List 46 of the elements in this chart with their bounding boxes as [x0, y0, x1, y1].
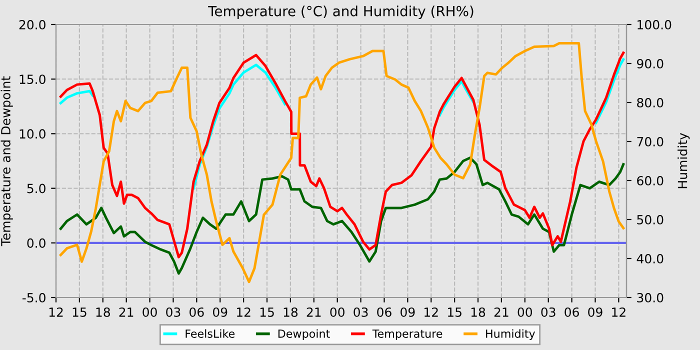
x-tick-label: 00	[518, 307, 532, 317]
y-tick-label: 0.0	[27, 238, 46, 248]
y-tick-label: 5.0	[27, 184, 46, 194]
x-tick-label: 18	[284, 307, 298, 317]
x-tick-label: 06	[564, 307, 579, 317]
x-tick-label: 09	[400, 307, 415, 317]
legend-label: FeelsLike	[186, 329, 235, 338]
y-tick-label: -5.0	[22, 292, 46, 302]
x-tick-label: 15	[72, 308, 86, 317]
x-tick-label: 00	[142, 307, 157, 317]
x-tick-label: 06	[190, 307, 204, 317]
x-tick-label: 09	[212, 307, 228, 317]
x-tick-label: 03	[354, 307, 368, 317]
y2-tick-label: 60.0	[637, 176, 664, 186]
x-tick-label: 12	[236, 307, 250, 317]
x-tick-label: 21	[306, 307, 321, 317]
y-axis-title: Temperature and Dewpoint	[0, 76, 13, 246]
x-tick-label: 21	[494, 307, 508, 317]
x-tick-label: 18	[96, 307, 110, 317]
x-tick-label: 21	[119, 307, 134, 317]
y2-tick-label: 90.0	[637, 58, 664, 68]
y2-axis-title: Humidity	[678, 133, 690, 188]
chart-title: Temperature (°C) and Humidity (RH%)	[208, 6, 474, 20]
x-tick-label: 06	[377, 307, 392, 317]
y-tick-label: 15.0	[20, 74, 46, 84]
y2-tick-label: 50.0	[637, 214, 664, 224]
y2-tick-label: 40.0	[636, 254, 664, 264]
legend-label: Dewpoint	[278, 329, 330, 340]
legend-label: Temperature	[372, 330, 442, 340]
y-tick-label: 10.0	[20, 129, 46, 139]
x-tick-label: 15	[448, 308, 462, 317]
y2-tick-label: 80.0	[637, 98, 664, 108]
x-tick-label: 12	[49, 307, 63, 317]
y2-tick-label: 30.0	[637, 292, 664, 302]
y2-tick-label: 70.0	[637, 136, 664, 146]
x-tick-label: 03	[541, 307, 556, 317]
legend-label: Humidity	[486, 329, 536, 340]
x-tick-label: 12	[424, 307, 438, 317]
x-tick-label: 12	[612, 307, 626, 317]
y2-tick-label: 100.0	[638, 20, 672, 30]
x-tick-label: 15	[260, 308, 274, 317]
x-tick-label: 18	[471, 307, 486, 317]
y-tick-label: 20.0	[19, 20, 46, 30]
x-tick-label: 00	[330, 307, 344, 317]
x-tick-label: 03	[166, 307, 180, 317]
x-tick-label: 09	[588, 307, 602, 317]
